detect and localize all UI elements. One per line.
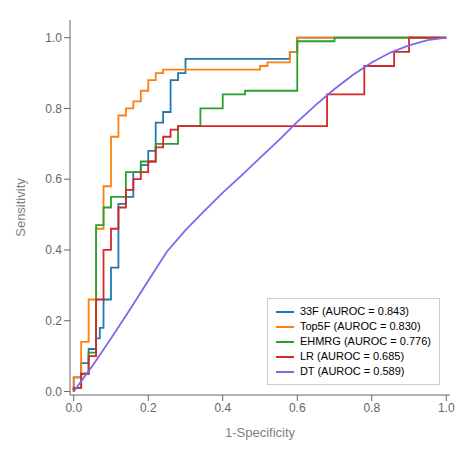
svg-text:0.4: 0.4 — [214, 401, 231, 415]
svg-text:0.6: 0.6 — [45, 172, 62, 186]
svg-text:0.0: 0.0 — [45, 385, 62, 399]
svg-text:0.2: 0.2 — [140, 401, 157, 415]
svg-text:1.0: 1.0 — [45, 31, 62, 45]
svg-text:0.4: 0.4 — [45, 243, 62, 257]
svg-text:0.0: 0.0 — [65, 401, 82, 415]
svg-text:1.0: 1.0 — [438, 401, 455, 415]
svg-text:0.2: 0.2 — [45, 314, 62, 328]
svg-text:0.8: 0.8 — [45, 102, 62, 116]
html-text:Top5F (AUROC = 0.830): Top5F (AUROC = 0.830) — [299, 320, 421, 332]
html-text:EHMRG (AUROC = 0.776): EHMRG (AUROC = 0.776) — [299, 335, 431, 347]
svg-text:Sensitivity: Sensitivity — [13, 178, 28, 237]
html-text:DT (AUROC = 0.589): DT (AUROC = 0.589) — [299, 365, 405, 377]
svg-text:0.6: 0.6 — [289, 401, 306, 415]
html-text:LR (AUROC = 0.685): LR (AUROC = 0.685) — [299, 350, 405, 362]
svg-text:0.8: 0.8 — [363, 401, 380, 415]
svg-text:1-Specificity: 1-Specificity — [225, 425, 296, 440]
html-text:33F (AUROC = 0.843): 33F (AUROC = 0.843) — [299, 305, 409, 317]
